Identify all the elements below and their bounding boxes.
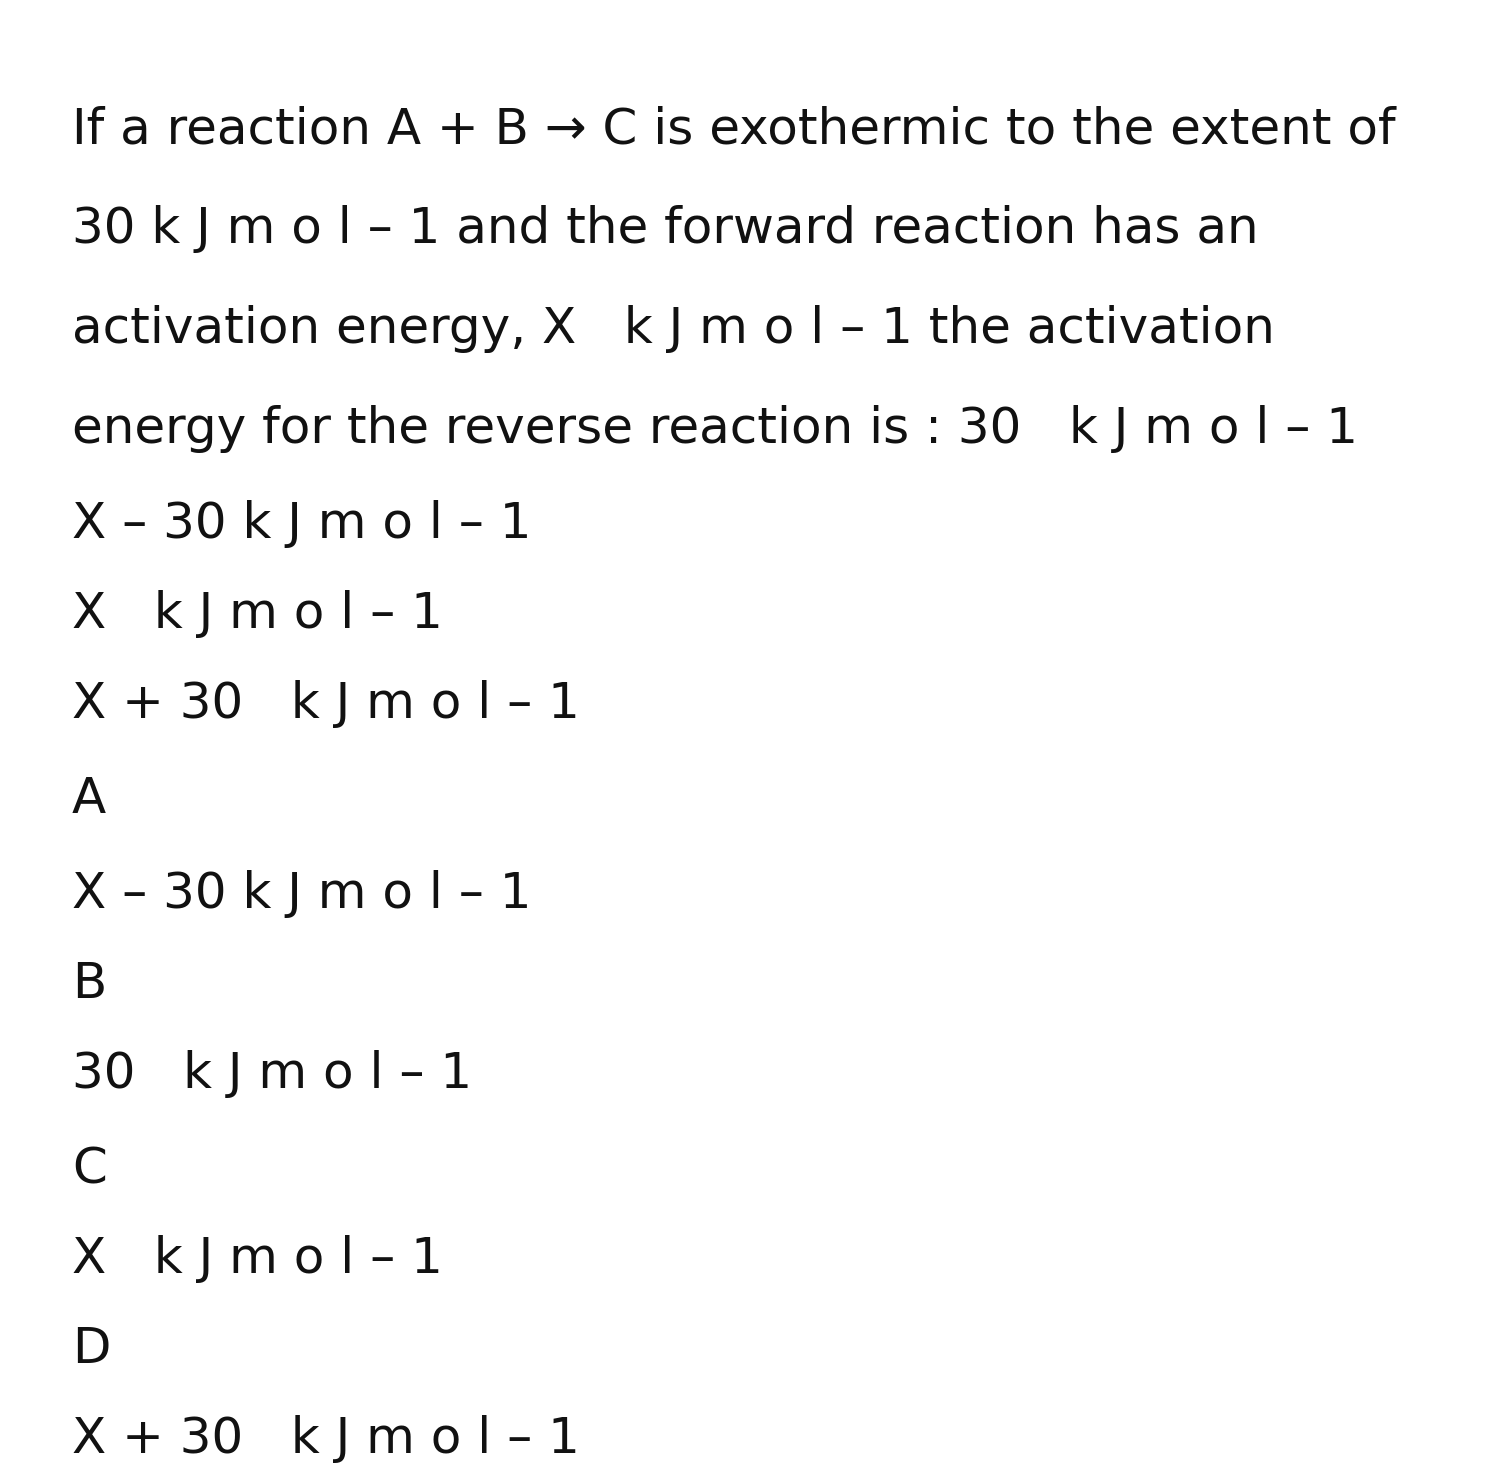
Text: X + 30   k J m o l – 1: X + 30 k J m o l – 1 bbox=[72, 1415, 580, 1464]
Text: X – 30 k J m o l – 1: X – 30 k J m o l – 1 bbox=[72, 870, 531, 918]
Text: If a reaction A + B → C is exothermic to the extent of: If a reaction A + B → C is exothermic to… bbox=[72, 105, 1395, 152]
Text: energy for the reverse reaction is : 30   k J m o l – 1: energy for the reverse reaction is : 30 … bbox=[72, 406, 1358, 453]
Text: 30 k J m o l – 1 and the forward reaction has an: 30 k J m o l – 1 and the forward reactio… bbox=[72, 206, 1258, 253]
Text: B: B bbox=[72, 961, 106, 1008]
Text: X + 30   k J m o l – 1: X + 30 k J m o l – 1 bbox=[72, 679, 580, 728]
Text: X   k J m o l – 1: X k J m o l – 1 bbox=[72, 1234, 442, 1283]
Text: 30   k J m o l – 1: 30 k J m o l – 1 bbox=[72, 1049, 472, 1098]
Text: X – 30 k J m o l – 1: X – 30 k J m o l – 1 bbox=[72, 500, 531, 548]
Text: D: D bbox=[72, 1325, 111, 1373]
Text: activation energy, X   k J m o l – 1 the activation: activation energy, X k J m o l – 1 the a… bbox=[72, 305, 1275, 354]
Text: C: C bbox=[72, 1146, 106, 1193]
Text: X   k J m o l – 1: X k J m o l – 1 bbox=[72, 591, 442, 638]
Text: A: A bbox=[72, 776, 106, 823]
